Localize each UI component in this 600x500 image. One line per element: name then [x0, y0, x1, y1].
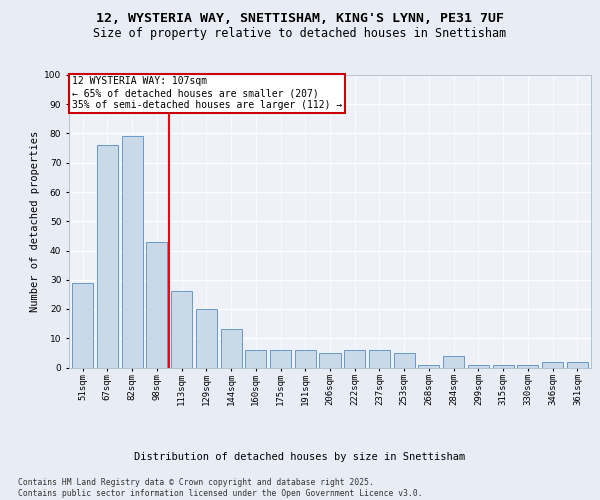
Text: 12, WYSTERIA WAY, SNETTISHAM, KING'S LYNN, PE31 7UF: 12, WYSTERIA WAY, SNETTISHAM, KING'S LYN…	[96, 12, 504, 26]
Text: 12 WYSTERIA WAY: 107sqm
← 65% of detached houses are smaller (207)
35% of semi-d: 12 WYSTERIA WAY: 107sqm ← 65% of detache…	[71, 76, 342, 110]
Text: Size of property relative to detached houses in Snettisham: Size of property relative to detached ho…	[94, 28, 506, 40]
Bar	[245, 350, 266, 368]
Bar	[295, 350, 316, 368]
Bar	[567, 362, 588, 368]
Text: Distribution of detached houses by size in Snettisham: Distribution of detached houses by size …	[134, 452, 466, 462]
Bar	[517, 364, 538, 368]
Bar	[443, 356, 464, 368]
Bar	[319, 353, 341, 368]
Bar	[72, 282, 93, 368]
Bar	[221, 330, 242, 368]
Bar	[418, 364, 439, 368]
Text: Contains HM Land Registry data © Crown copyright and database right 2025.
Contai: Contains HM Land Registry data © Crown c…	[18, 478, 422, 498]
Bar	[468, 364, 489, 368]
Bar	[493, 364, 514, 368]
Bar	[146, 242, 167, 368]
Bar	[542, 362, 563, 368]
Bar	[394, 353, 415, 368]
Bar	[122, 136, 143, 368]
Bar	[270, 350, 291, 368]
Bar	[344, 350, 365, 368]
Bar	[97, 145, 118, 368]
Bar	[171, 292, 192, 368]
Bar	[196, 309, 217, 368]
Bar	[369, 350, 390, 368]
Y-axis label: Number of detached properties: Number of detached properties	[30, 130, 40, 312]
